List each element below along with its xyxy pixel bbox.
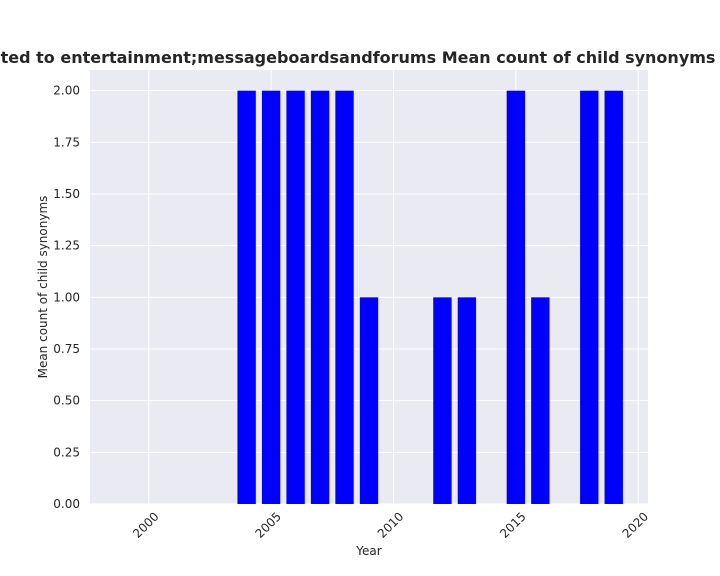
y-tick-label: 0.75 [53, 342, 80, 356]
bar [359, 297, 379, 504]
bar [580, 90, 599, 505]
y-tick-labels: 0.00 0.25 0.50 0.75 1.00 1.25 1.50 1.75 2.00 [53, 84, 80, 511]
bar [506, 90, 526, 505]
bar [261, 90, 281, 505]
y-tick-label: 1.75 [53, 135, 80, 149]
bar [604, 90, 623, 505]
chart-title: are related to entertainment;messageboar… [0, 48, 720, 67]
x-tick-label: 2020 [620, 509, 651, 540]
bar [335, 90, 354, 505]
bars-group [237, 90, 623, 505]
x-tick-label: 2015 [497, 509, 528, 540]
y-tick-label: 0.25 [53, 445, 80, 459]
bar [457, 297, 477, 504]
bar [433, 297, 452, 504]
x-tick-label: 2010 [375, 509, 406, 540]
y-tick-label: 1.50 [53, 187, 80, 201]
y-tick-label: 2.00 [53, 84, 80, 98]
x-tick-labels: 2000 2005 2010 2015 2020 [130, 509, 651, 540]
bar [310, 90, 330, 505]
y-tick-label: 1.25 [53, 239, 80, 253]
x-tick-label: 2005 [253, 509, 284, 540]
bar [531, 297, 550, 504]
y-tick-label: 0.50 [53, 394, 80, 408]
x-tick-label: 2000 [130, 509, 161, 540]
y-tick-label: 0.00 [53, 497, 80, 511]
x-axis-label: Year [355, 544, 381, 558]
bar [237, 90, 256, 505]
bar [286, 90, 305, 505]
y-axis-label: Mean count of child synonyms [36, 196, 50, 379]
y-tick-label: 1.00 [53, 290, 80, 304]
